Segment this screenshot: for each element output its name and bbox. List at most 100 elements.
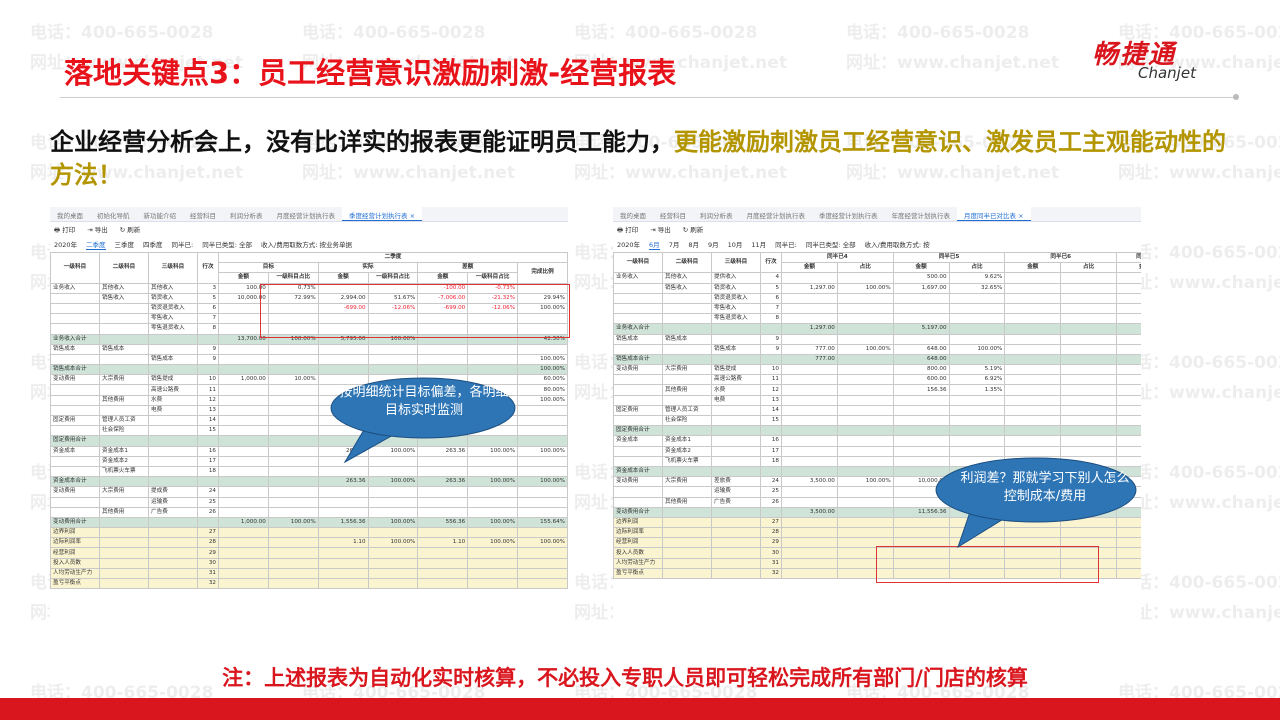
- report-cell: [417, 506, 469, 518]
- report-row: 其他费用 广告费 26: [50, 506, 568, 518]
- sub-header: 占比: [836, 262, 894, 274]
- footnote: 注：上述报表为自动化实时核算，不必投入专职人员即可轻松完成所有部门/门店的核算: [222, 666, 1028, 690]
- footer-bar: [0, 698, 1280, 720]
- report-cell: 经营利润: [50, 547, 100, 559]
- report-cell: 变动费用: [613, 476, 663, 488]
- report-row: 销货退货收入 6: [613, 292, 1141, 304]
- report-cell: 大宗费用: [99, 486, 149, 498]
- report-cell: [711, 425, 761, 437]
- report-cell: [662, 323, 712, 335]
- tab[interactable]: 月度经营计划执行表: [746, 212, 806, 220]
- group-header: 同半已4: [781, 251, 894, 264]
- report-cell: [99, 516, 149, 529]
- tab[interactable]: 初始化导航: [97, 212, 130, 220]
- report-cell: [760, 353, 782, 366]
- report-cell: [267, 486, 319, 498]
- report-cell: 广告费: [148, 506, 198, 518]
- report-cell: 资金成本合计: [50, 476, 100, 488]
- toolbar-button[interactable]: ↻ 刷新: [119, 226, 141, 234]
- report-cell: [711, 506, 761, 518]
- report-cell: 14: [197, 414, 219, 427]
- toolbar-button[interactable]: 🖶 打印: [617, 226, 639, 234]
- report-cell: [948, 425, 1006, 437]
- report-cell: 100.00%: [948, 343, 1006, 355]
- report-cell: [50, 465, 100, 478]
- report-cell: [367, 353, 419, 366]
- tab[interactable]: 月度经营计划执行表: [276, 212, 336, 220]
- report-cell: [1004, 292, 1062, 304]
- report-cell: 24: [760, 476, 782, 488]
- report-cell: [218, 394, 269, 406]
- report-cell: 业务收入合计: [50, 333, 100, 345]
- report-cell: [317, 343, 369, 355]
- report-cell: [99, 302, 149, 315]
- report-cell: [218, 476, 269, 488]
- report-cell: [1116, 404, 1141, 417]
- report-cell: 263.36: [417, 476, 469, 488]
- report-cell: 18: [197, 465, 219, 478]
- report-cell: [1060, 435, 1118, 447]
- report-cell: 8: [197, 323, 219, 335]
- tab[interactable]: 我的桌面: [57, 212, 83, 220]
- report-cell: [517, 414, 568, 427]
- report-cell: 盈亏平衡点: [50, 577, 100, 590]
- report-cell: [99, 404, 149, 417]
- report-row: 资金成本合计 263.36 100.00% 263.36 100.00% 100.00%: [50, 476, 568, 488]
- sub-header: 金额: [218, 272, 269, 284]
- report-table: 一级科目二级科目三级科目行次同半已4同半已5同半已6同半已金额占比金额占比金额占…: [613, 251, 1141, 580]
- report-cell: [50, 404, 100, 417]
- report-row: 经营利润 29: [50, 547, 568, 559]
- watermark: 网址：www.chanjet.net: [1118, 273, 1280, 293]
- report-row: 销售成本合计 100.00%: [50, 364, 568, 376]
- tab[interactable]: 利润分析表: [230, 212, 263, 220]
- report-cell: [517, 435, 568, 447]
- report-row: 销售成本 销售成本 9: [50, 343, 568, 355]
- report-cell: 高速公路费: [711, 374, 761, 386]
- tab[interactable]: 我的桌面: [620, 212, 646, 220]
- report-cell: 32: [760, 567, 782, 580]
- report-cell: [99, 323, 149, 335]
- report-row: 社会保险 15: [613, 414, 1141, 427]
- report-cell: 其他费用: [99, 506, 149, 518]
- report-cell: [267, 476, 319, 488]
- tab[interactable]: 年度经营计划执行表: [891, 212, 951, 220]
- tab[interactable]: 经营科目: [190, 212, 216, 220]
- report-cell: [711, 404, 761, 417]
- report-cell: 社会保险: [662, 414, 712, 427]
- report-cell: [218, 353, 269, 366]
- toolbar-button[interactable]: ⇥ 导出: [87, 226, 108, 234]
- report-cell: [517, 567, 568, 580]
- report-cell: [613, 455, 663, 467]
- report-cell: [1060, 302, 1118, 315]
- report-row: 投入人员数 30: [613, 547, 1141, 559]
- tab[interactable]: 季度经营计划执行表: [819, 212, 878, 220]
- report-cell: [1060, 272, 1118, 284]
- tab[interactable]: 月度同半已对比表 ×: [957, 207, 1031, 221]
- report-cell: [613, 486, 663, 498]
- report-cell: [267, 537, 319, 549]
- report-cell: [781, 364, 838, 376]
- report-row: 盈亏平衡点 32: [613, 567, 1141, 580]
- tab[interactable]: 新功能介绍: [143, 212, 177, 220]
- sub-header: 金额: [1004, 262, 1062, 274]
- toolbar-button[interactable]: ⇥ 导出: [650, 226, 671, 234]
- tab[interactable]: 季度经营计划执行表 ×: [342, 207, 423, 221]
- report-cell: 边际利润率: [613, 527, 663, 539]
- report-row: 销货退货收入 6 -699.00 -12.06% -699.00 -12.06% 100.0…: [50, 302, 568, 315]
- report-cell: 运输费: [148, 496, 198, 508]
- report-cell: [218, 496, 269, 508]
- report-cell: 其他收入: [662, 272, 712, 284]
- report-row: 投入人员数 30: [50, 557, 568, 569]
- watermark: 网址：www.chanjet.net: [1118, 383, 1280, 403]
- toolbar-button[interactable]: 🖶 打印: [54, 226, 76, 234]
- tab[interactable]: 经营科目: [660, 212, 686, 220]
- toolbar-button[interactable]: ↻ 刷新: [682, 226, 704, 234]
- report-cell: 4: [760, 272, 782, 284]
- report-cell: 9: [197, 353, 219, 366]
- report-cell: [781, 425, 838, 437]
- tab[interactable]: 利润分析表: [700, 212, 733, 220]
- report-cell: [948, 333, 1006, 345]
- report-cell: [781, 486, 838, 498]
- report-cell: 1.10: [417, 537, 469, 549]
- report-row: 运输费 25: [50, 496, 568, 508]
